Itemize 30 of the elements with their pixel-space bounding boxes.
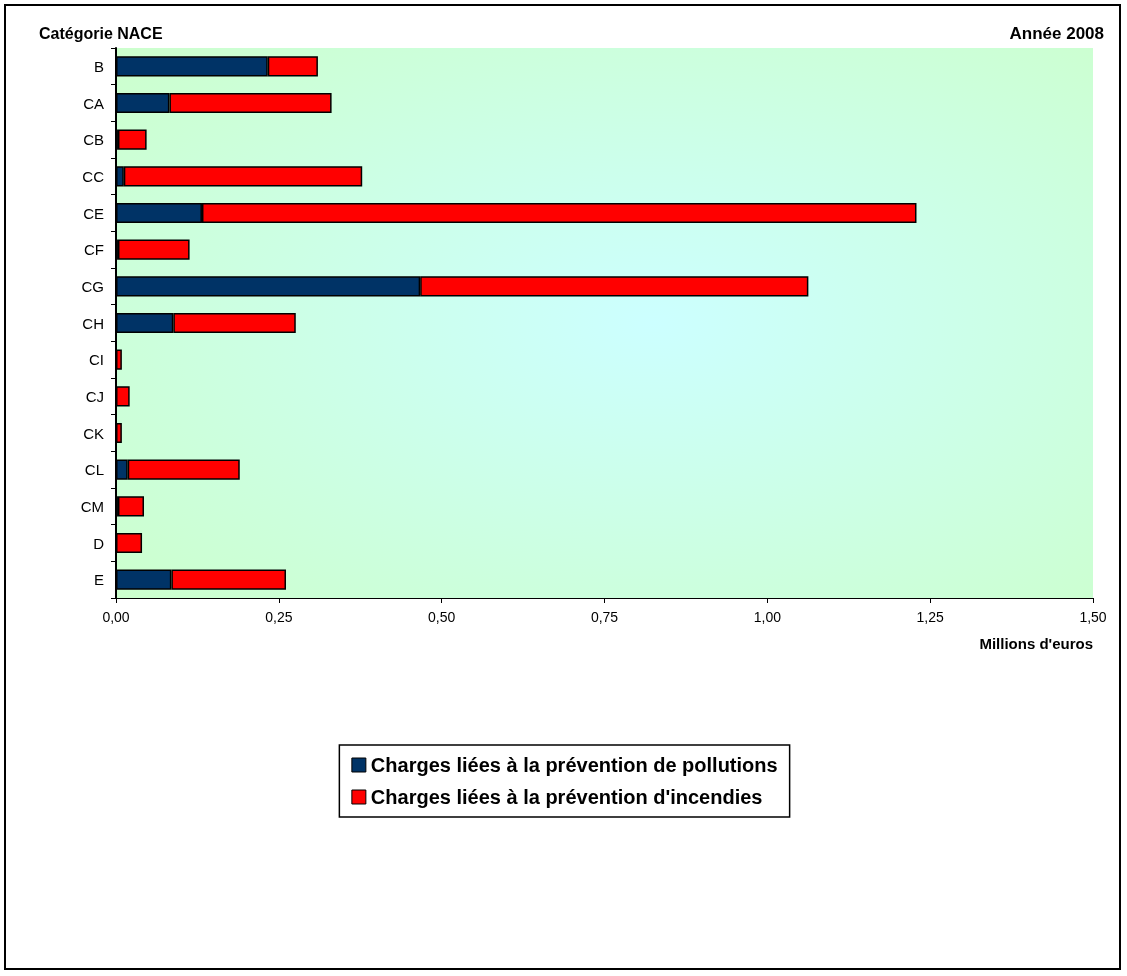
y-tick-label: CI (89, 351, 104, 369)
y-tick-label: CK (83, 424, 104, 442)
legend-label: Charges liées à la prévention de pollutions (370, 754, 778, 776)
bar (117, 496, 145, 517)
y-tick-label: CH (82, 314, 104, 332)
y-tick-label: CF (84, 241, 104, 259)
x-axis-title: Millions d'euros (979, 635, 1093, 652)
y-tick-label: CC (82, 167, 105, 185)
x-tick-label: 0,50 (428, 609, 456, 625)
x-tick-label: 0,75 (590, 609, 619, 625)
y-tick-label: E (93, 571, 104, 589)
y-tick-label: CJ (85, 387, 104, 405)
x-tick-label: 1,00 (753, 609, 782, 625)
legend-label: Charges liées à la prévention d'incendies (370, 786, 763, 808)
y-tick-label: CL (84, 461, 104, 479)
y-tick-label: CG (81, 277, 104, 295)
x-tick-label: 1,50 (1079, 609, 1107, 625)
chart-title: Année 2008 (1009, 24, 1104, 43)
x-tick-label: 1,25 (916, 609, 944, 625)
y-tick-label: CE (83, 204, 104, 222)
y-tick-label: CM (80, 497, 104, 515)
x-tick-label: 0,25 (265, 609, 293, 625)
y-tick-label: CA (83, 94, 104, 112)
x-tick-label: 0,00 (102, 609, 130, 625)
y-tick-label: B (93, 57, 104, 75)
bar (117, 239, 190, 260)
y-tick-label: CB (83, 131, 104, 149)
y-tick-label: D (93, 534, 105, 552)
y-axis-title: Catégorie NACE (39, 24, 163, 42)
bar (117, 129, 147, 150)
